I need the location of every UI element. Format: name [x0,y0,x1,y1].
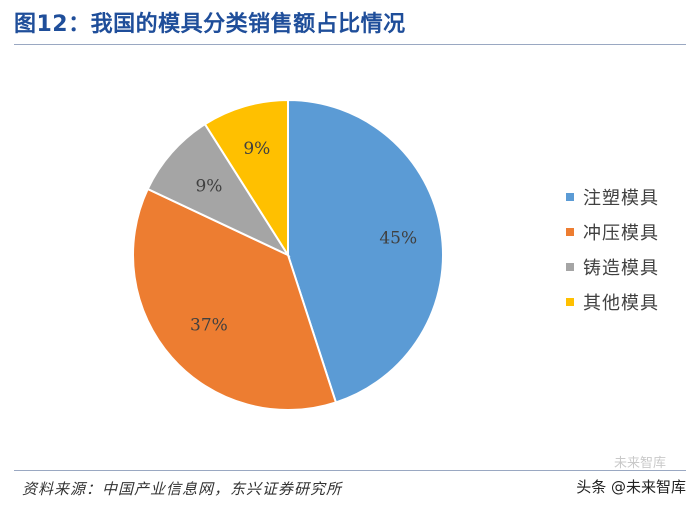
legend-label: 注塑模具 [583,188,659,209]
chart-title: 图12：我国的模具分类销售额占比情况 [14,12,406,37]
chart-legend: 注塑模具冲压模具铸造模具其他模具 [566,186,659,326]
legend-swatch [566,263,574,271]
legend-item-3: 铸造模具 [566,256,659,279]
legend-swatch [566,193,574,201]
legend-item-2: 冲压模具 [566,221,659,244]
pie-chart: 45% 37% 9% 9% [132,98,444,411]
legend-label: 冲压模具 [583,223,659,244]
watermark-faint: 未来智库 [613,456,666,471]
title-divider [14,44,686,45]
watermark-text: 头条 @未来智库 [576,478,686,496]
pie-slice-4 [203,98,289,259]
pie-slice-1 [287,98,444,404]
legend-item-1: 注塑模具 [566,186,659,209]
legend-swatch [566,228,574,236]
legend-label: 铸造模具 [583,258,659,279]
slice-label-4: 9% [243,139,270,159]
slice-label-2: 37% [190,316,228,336]
pie-slice-3 [146,122,291,258]
pie-slice-2 [132,187,338,411]
footer-divider [14,470,686,471]
watermark: 头条 @未来智库 [576,476,686,497]
legend-swatch [566,298,574,306]
legend-label: 其他模具 [583,293,659,314]
slice-label-3: 9% [195,176,222,196]
slice-label-1: 45% [379,229,417,249]
source-note: 资料来源：中国产业信息网，东兴证券研究所 [22,480,343,498]
legend-item-4: 其他模具 [566,291,659,314]
